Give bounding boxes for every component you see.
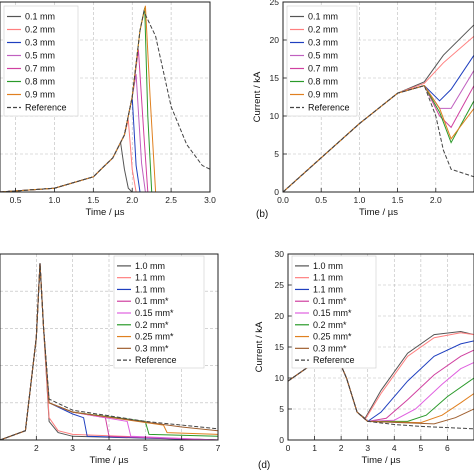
series-line-9 <box>0 263 218 440</box>
legend-label: 0.3 mm <box>308 38 338 48</box>
legend: 1.0 mm 1.1 mm1.1 mm 0.1 mm* 0.15 mm* 0.2 mm*… <box>291 255 377 369</box>
y-tick-label: 20 <box>270 35 280 45</box>
legend-box <box>286 5 358 117</box>
y-axis-title: Current / kA <box>254 321 265 372</box>
y-tick-label: 5 <box>279 404 284 414</box>
series-line-2 <box>0 119 137 192</box>
legend-box <box>113 255 205 369</box>
x-tick-label: 6 <box>445 443 450 453</box>
legend: 1.0 mm 1.1 mm1.1 mm 0.1 mm* 0.15 mm* 0.2 mm*… <box>113 255 205 369</box>
legend-label: 0.15 mm* <box>135 308 174 318</box>
y-tick-label: 20 <box>275 311 285 321</box>
legend-label: 0.1 mm* <box>313 296 347 306</box>
legend-label: 0.1 mm* <box>135 296 169 306</box>
legend-label: 0.9 mm <box>25 90 55 100</box>
legend-label: 1.1 mm <box>135 284 165 294</box>
legend-label: Reference <box>25 103 67 113</box>
panel-label: (b) <box>256 209 268 220</box>
legend-label: 0.1 mm <box>25 12 55 22</box>
y-tick-label: 25 <box>270 0 280 7</box>
x-tick-label: 0.5 <box>315 195 327 205</box>
x-tick-label: 1.0 <box>49 195 61 205</box>
y-axis-title: Current / kA <box>252 71 263 122</box>
legend-label: 0.8 mm <box>25 77 55 87</box>
x-tick-label: 4 <box>392 443 397 453</box>
series-line-8 <box>0 9 210 192</box>
x-axis-title: Time / µs <box>359 207 398 218</box>
x-tick-label: 4 <box>107 443 112 453</box>
x-tick-label: 1.0 <box>353 195 365 205</box>
x-axis-title: Time / µs <box>86 207 125 218</box>
x-tick-label: 2.0 <box>126 195 138 205</box>
x-tick-label: 2.0 <box>430 195 442 205</box>
y-tick-label: 5 <box>274 149 279 159</box>
y-tick-label: 10 <box>275 373 285 383</box>
legend-label: 0.25 mm* <box>313 332 352 342</box>
legend-label: 0.2 mm <box>308 25 338 35</box>
legend-label: 0.3 mm* <box>135 343 169 353</box>
legend-label: 0.9 mm <box>308 90 338 100</box>
x-tick-label: 0 <box>286 443 291 453</box>
x-tick-label: 0.0 <box>277 195 289 205</box>
legend-label: 0.5 mm <box>25 51 55 61</box>
y-tick-label: 15 <box>270 73 280 83</box>
legend-label: 1.0 mm <box>313 261 343 271</box>
chart-panel-3: 2 3 4 5 6 7 Time / µs 1.0 mm 1.1 mm1.1 mm 0.1 mm*… <box>0 253 221 466</box>
legend-label: 0.5 mm <box>308 51 338 61</box>
x-tick-label: 1.5 <box>87 195 99 205</box>
legend-label: 1.1 mm <box>313 273 343 283</box>
panel-label: (d) <box>258 460 270 471</box>
x-tick-label: 1.5 <box>392 195 404 205</box>
legend: 0.1 mm 0.2 mm 0.3 mm 0.5 mm 0.7 mm 0.8 mm 0.9 … <box>286 5 358 117</box>
legend-label: 0.7 mm <box>308 64 338 74</box>
legend-label: 0.1 mm <box>308 12 338 22</box>
legend-label: Reference <box>135 355 177 365</box>
plot-frame <box>0 1 211 193</box>
legend-label: 1.0 mm <box>135 261 165 271</box>
x-tick-label: 2.5 <box>165 195 177 205</box>
legend-box <box>3 5 79 117</box>
legend-label: 0.8 mm <box>308 77 338 87</box>
legend-label: 0.3 mm <box>25 38 55 48</box>
legend-label: 1.1 mm <box>313 284 343 294</box>
x-tick-label: 6 <box>179 443 184 453</box>
y-tick-label: 0 <box>279 435 284 445</box>
legend-label: 1.1 mm <box>135 273 165 283</box>
legend-label: Reference <box>313 355 355 365</box>
legend-label: 0.2 mm* <box>313 320 347 330</box>
x-axis-title: Time / µs <box>90 455 129 466</box>
y-tick-label: 30 <box>275 249 285 259</box>
x-tick-label: 5 <box>418 443 423 453</box>
legend-label: 0.15 mm* <box>313 308 352 318</box>
legend-box <box>291 255 377 369</box>
y-tick-label: 25 <box>275 280 285 290</box>
x-tick-label: 2 <box>339 443 344 453</box>
y-tick-label: 0 <box>274 187 279 197</box>
x-axis-title: Time / µs <box>362 455 401 466</box>
chart-panel-4: 0 1 2 3 4 5 6 0 5 10 15 20 25 30 Time / µs Current / kA… <box>254 249 474 471</box>
x-tick-label: 3.0 <box>204 195 216 205</box>
legend-label: Reference <box>308 103 350 113</box>
y-tick-label: 10 <box>270 111 280 121</box>
series-line-8 <box>283 84 474 192</box>
x-tick-label: 1 <box>312 443 317 453</box>
chart-panel-2: 0.0 0.5 1.0 1.5 2.0 0 5 10 15 20 25 Time / µs Curren… <box>252 0 474 220</box>
x-tick-label: 0.5 <box>10 195 22 205</box>
plot-frame <box>282 1 474 193</box>
y-tick-label: 15 <box>275 342 285 352</box>
x-tick-label: 5 <box>143 443 148 453</box>
x-tick-label: 3 <box>70 443 75 453</box>
legend-label: 0.7 mm <box>25 64 55 74</box>
x-tick-label: 7 <box>216 443 221 453</box>
legend-label: 0.2 mm* <box>135 320 169 330</box>
x-tick-label: 3 <box>365 443 370 453</box>
legend-label: 0.3 mm* <box>313 343 347 353</box>
x-tick-label: 2 <box>34 443 39 453</box>
legend-label: 0.2 mm <box>25 25 55 35</box>
legend-label: 0.25 mm* <box>135 332 174 342</box>
legend: 0.1 mm 0.2 mm 0.3 mm 0.5 mm 0.7 mm 0.8 mm 0.9 … <box>3 5 79 117</box>
